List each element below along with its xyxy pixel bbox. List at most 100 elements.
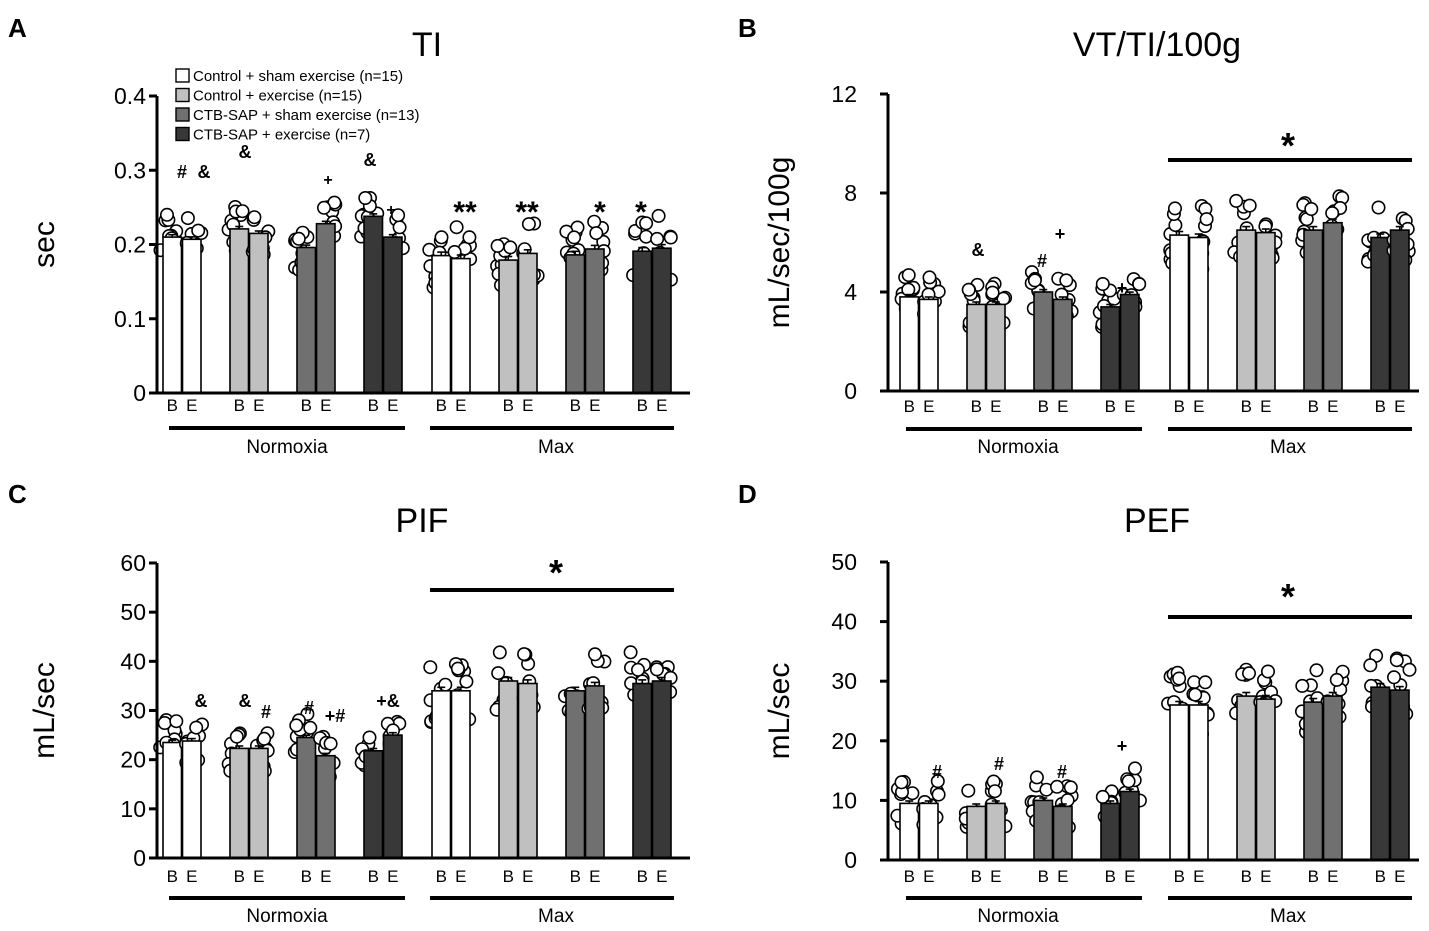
- bar-label: B: [971, 397, 982, 416]
- bar-label: E: [990, 397, 1001, 416]
- bar: [382, 236, 403, 394]
- bar-label: E: [990, 867, 1001, 886]
- panel-letter: B: [738, 13, 757, 43]
- significance-marker: #: [932, 762, 942, 782]
- data-point: [1199, 212, 1214, 227]
- bar: [1236, 695, 1257, 861]
- bar-label: B: [368, 396, 379, 415]
- bar: [1169, 704, 1190, 861]
- bar-label: B: [570, 867, 581, 886]
- bar-label: B: [1174, 397, 1185, 416]
- bar: [632, 682, 653, 859]
- bar: [517, 252, 538, 394]
- data-point: [1059, 273, 1074, 288]
- bar: [1169, 234, 1190, 392]
- data-point: [491, 666, 506, 681]
- bar: [565, 254, 586, 394]
- data-point: [1325, 206, 1340, 221]
- legend-swatch: [175, 68, 190, 83]
- y-tick-label: 0: [133, 380, 146, 406]
- bar-label: E: [1260, 867, 1271, 886]
- bar-label: B: [301, 867, 312, 886]
- bar: [985, 303, 1006, 392]
- group-label: Normoxia: [977, 906, 1059, 927]
- significance-marker: **: [515, 196, 539, 229]
- bar: [431, 254, 452, 394]
- bar: [181, 740, 202, 859]
- bar: [315, 754, 336, 859]
- y-tick-label: 10: [120, 796, 146, 822]
- data-point: [1063, 780, 1078, 795]
- data-point: [650, 231, 665, 246]
- significance-marker: +: [1055, 224, 1066, 244]
- data-point: [449, 220, 464, 235]
- group-label: Max: [1270, 437, 1306, 458]
- bar: [918, 802, 939, 861]
- bar-label: E: [923, 397, 934, 416]
- significance-marker: *: [1281, 576, 1295, 617]
- data-point: [521, 217, 536, 232]
- data-point: [450, 661, 465, 676]
- bar-label: B: [1038, 867, 1049, 886]
- y-tick-label: 0.4: [114, 83, 146, 109]
- bar-label: E: [1057, 867, 1068, 886]
- chart-title: TI: [412, 26, 442, 64]
- bar-label: E: [1057, 397, 1068, 416]
- significance-marker: #: [1037, 251, 1047, 271]
- bar-label: B: [1105, 867, 1116, 886]
- data-point: [459, 674, 474, 689]
- bar-label: E: [1327, 397, 1338, 416]
- data-point: [490, 238, 505, 253]
- data-point: [1304, 202, 1319, 217]
- group-label: Normoxia: [246, 906, 328, 927]
- bar-label: B: [167, 396, 178, 415]
- significance-marker: **: [453, 196, 477, 229]
- bar: [584, 685, 605, 859]
- legend-entry: CTB-SAP + exercise (n=7): [193, 127, 370, 144]
- bar: [1370, 236, 1391, 392]
- bar-label: B: [570, 396, 581, 415]
- bar-label: E: [186, 867, 197, 886]
- data-point: [191, 223, 206, 238]
- group-label: Max: [1270, 906, 1306, 927]
- bar-label: E: [656, 396, 667, 415]
- bar-label: E: [522, 396, 533, 415]
- bar: [431, 689, 452, 859]
- y-tick-label: 0: [844, 378, 857, 404]
- bar: [1389, 689, 1410, 861]
- data-point: [1050, 779, 1065, 794]
- data-point: [961, 282, 976, 297]
- y-axis-label: mL/sec: [763, 663, 796, 760]
- significance-marker: +: [1117, 736, 1128, 756]
- y-tick-label: 50: [831, 549, 857, 575]
- data-point: [391, 208, 406, 223]
- bar: [584, 248, 605, 394]
- data-point: [303, 720, 318, 735]
- bar: [632, 250, 653, 394]
- data-point: [1128, 761, 1143, 776]
- bar-label: E: [1394, 867, 1405, 886]
- significance-marker: +: [386, 202, 395, 219]
- data-point: [447, 245, 462, 260]
- significance-marker: #: [261, 702, 271, 722]
- significance-marker: &: [239, 691, 252, 711]
- bar: [248, 232, 269, 394]
- bar: [517, 682, 538, 859]
- chart-title: PIF: [396, 502, 449, 540]
- bar: [229, 747, 250, 859]
- y-tick-label: 12: [831, 81, 857, 107]
- y-tick-label: 0: [844, 847, 857, 873]
- bar-label: E: [186, 396, 197, 415]
- bar: [1236, 229, 1257, 392]
- data-point: [1188, 687, 1203, 702]
- data-point: [323, 736, 338, 751]
- data-point: [1095, 276, 1110, 291]
- data-point: [1371, 200, 1386, 215]
- data-point: [1261, 664, 1276, 679]
- bar-label: B: [167, 867, 178, 886]
- significance-marker: *: [635, 196, 647, 229]
- significance-marker: #: [177, 162, 187, 182]
- data-point: [1229, 193, 1244, 208]
- bar-label: E: [656, 867, 667, 886]
- data-point: [1363, 658, 1378, 673]
